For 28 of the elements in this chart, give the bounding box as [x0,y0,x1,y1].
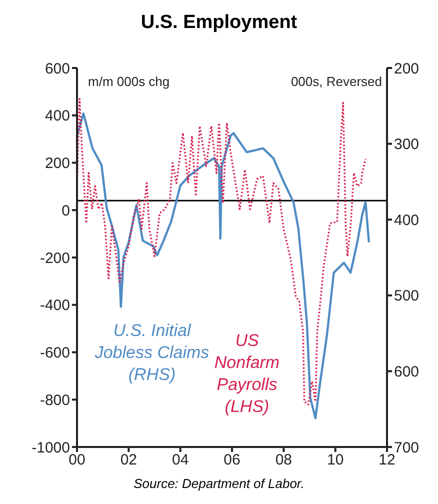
x-tick-label: 12 [378,452,396,469]
x-tick-label: 02 [120,452,138,469]
y-axis-title: m/m 000s chg [88,74,170,89]
y2-tick-label: 300 [394,136,420,154]
chart-title: U.S. Employment [140,12,298,34]
y-tick-label: -400 [40,297,70,314]
series-label: US Nonfarm Payrolls (LHS) [213,330,281,418]
y2-tick-label: 400 [394,212,420,229]
y-tick-label: 400 [44,108,70,125]
y2-tick-label: 200 [394,60,420,78]
y-tick-label: 200 [44,155,70,172]
x-tick-label: 00 [68,452,86,469]
x-tick-label: 04 [172,452,189,469]
x-tick-label: 06 [224,452,240,469]
y2-tick-label: 600 [394,364,420,381]
y2-tick-label: 500 [394,288,420,305]
series-label: U.S. Initial Jobless Claims (RHS) [94,320,210,386]
y2-tick-label: 700 [394,439,420,456]
y-tick-label: -800 [40,392,70,409]
y-tick-label: -600 [40,344,70,362]
y-tick-label: -1000 [32,439,70,456]
x-tick-label: 08 [275,452,292,469]
x-tick-label: 10 [326,452,344,469]
source-note: Source: Department of Labor. [132,476,306,491]
y-tick-label: -200 [40,250,70,267]
y2-axis-title: 000s, Reversed [290,74,382,89]
y-tick-label: 0 [62,202,70,220]
y-tick-label: 600 [44,60,70,78]
